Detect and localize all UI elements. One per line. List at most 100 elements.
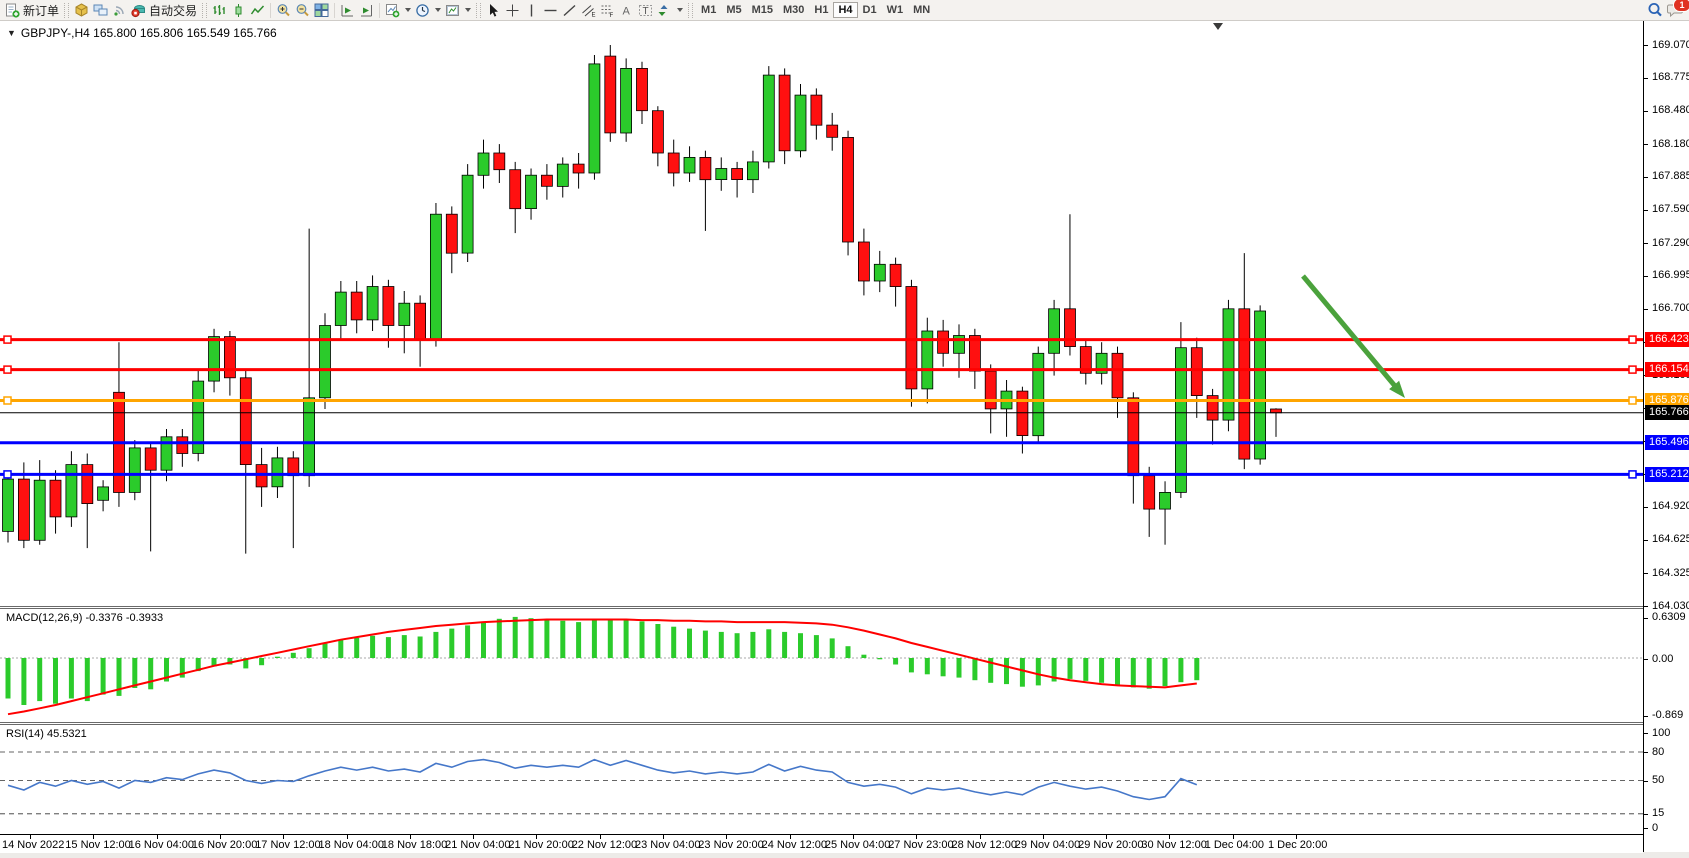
tf-button-h4[interactable]: H4: [833, 2, 858, 18]
toolbar-drag-handle[interactable]: [476, 2, 482, 18]
axis-tick-label: 80: [1652, 745, 1665, 758]
fibonacci-button[interactable]: F: [598, 1, 617, 20]
hline-166.154[interactable]: [0, 365, 1643, 374]
templates-button[interactable]: [443, 1, 473, 20]
time-axis[interactable]: 14 Nov 2022 15 Nov 12:00 16 Nov 04:00 16 No…: [0, 834, 1643, 853]
tf-button-d1[interactable]: D1: [862, 4, 877, 16]
macd-label: MACD(12,26,9) -0.3376 -0.3933: [6, 612, 164, 624]
vertical-line-button[interactable]: [522, 1, 541, 20]
chevron-down-icon: [677, 8, 684, 12]
macd-pane[interactable]: [0, 609, 1643, 722]
time-tick-label: 23 Nov 20:00: [698, 839, 764, 851]
time-tick-label: 14 Nov 2022: [2, 839, 65, 851]
price-badge-165.876: 165.876: [1645, 393, 1689, 408]
auto-scroll-button[interactable]: [357, 1, 376, 20]
trendline-button[interactable]: [560, 1, 579, 20]
axis-tick-label: 0.6309: [1652, 611, 1686, 624]
text-label-button[interactable]: T: [636, 1, 655, 20]
candlestick-chart-button[interactable]: [229, 1, 248, 20]
axis-tick-label: -0.869: [1652, 709, 1684, 722]
hline-166.423[interactable]: [0, 335, 1643, 344]
symbol-title: GBPJPY-,H4 165.800 165.806 165.549 165.7…: [20, 26, 277, 40]
zoom-in-icon: [277, 3, 290, 16]
price-axis[interactable]: 169.070 168.775 168.480 168.180 167.885 167.5…: [1643, 21, 1689, 852]
periods-button[interactable]: [413, 1, 443, 20]
auto-trading-button[interactable]: 自动交易: [129, 1, 199, 20]
price-badge-166.423: 166.423: [1645, 332, 1689, 348]
terminals-button[interactable]: [91, 1, 110, 20]
new-order-button[interactable]: 新订单: [3, 1, 61, 20]
bar-chart-button[interactable]: [210, 1, 229, 20]
tf-button-m1[interactable]: M1: [701, 4, 717, 16]
time-tick-label: 1 Dec 04:00: [1204, 839, 1265, 851]
symbol-label: ▼ GBPJPY-,H4 165.800 165.806 165.549 165…: [7, 26, 277, 40]
new-chart-icon: [386, 3, 400, 17]
time-tick-label: 22 Nov 12:00: [571, 839, 638, 851]
tf-button-mn[interactable]: MN: [913, 4, 931, 16]
hline-165.876[interactable]: [0, 396, 1643, 405]
tf-button-h1[interactable]: H1: [814, 4, 829, 16]
shift-marker-icon[interactable]: [1213, 23, 1223, 30]
zoom-in-button[interactable]: [274, 1, 293, 20]
text-label-icon: T: [639, 4, 653, 17]
time-tick-label: 17 Nov 12:00: [255, 839, 321, 851]
time-tick-label: 21 Nov 20:00: [508, 839, 574, 851]
chart-shift-button[interactable]: [338, 1, 357, 20]
chart-shift-icon: [341, 4, 354, 16]
deposit-button[interactable]: [72, 1, 91, 20]
crosshair-button[interactable]: [503, 1, 522, 20]
price-badge-165.496: 165.496: [1645, 435, 1689, 451]
zoom-out-button[interactable]: [293, 1, 312, 20]
time-tick-label: 15 Nov 12:00: [65, 839, 131, 851]
svg-text:E: E: [592, 12, 596, 18]
equidistant-channel-button[interactable]: E: [579, 1, 598, 20]
text-button[interactable]: A: [617, 1, 636, 20]
tf-button-m15[interactable]: M15: [751, 4, 773, 16]
chart-menu-icon[interactable]: ▼: [7, 28, 16, 38]
toolbar-drag-handle[interactable]: [64, 2, 70, 18]
rsi-pane[interactable]: [0, 725, 1643, 834]
toolbar-drag-handle[interactable]: [202, 2, 208, 18]
search-button[interactable]: [1645, 1, 1665, 20]
cursor-button[interactable]: [484, 1, 503, 20]
auto-trading-label: 自动交易: [149, 3, 198, 18]
axis-tick-label: 164.625: [1652, 533, 1689, 546]
axis-tick-label: 164.325: [1652, 566, 1689, 579]
signals-button[interactable]: [110, 1, 129, 20]
arrows-button[interactable]: [655, 1, 685, 20]
time-tick-label: 16 Nov 20:00: [191, 839, 258, 851]
pane-splitter[interactable]: [0, 606, 1689, 609]
tile-windows-button[interactable]: [312, 1, 331, 20]
toolbar-drag-handle[interactable]: [688, 2, 694, 18]
time-tick-label: 18 Nov 18:00: [381, 839, 448, 851]
candles-layer: [2, 45, 1282, 554]
trend-arrow[interactable]: [1301, 274, 1405, 398]
line-chart-button[interactable]: [248, 1, 267, 20]
time-tick-label: 30 Nov 12:00: [1141, 839, 1207, 851]
tf-button-m5[interactable]: M5: [726, 4, 742, 16]
time-tick-label: 23 Nov 04:00: [635, 839, 701, 851]
horizontal-line-button[interactable]: [541, 1, 560, 20]
tf-button-m30[interactable]: M30: [783, 4, 805, 16]
time-tick-label: 27 Nov 23:00: [888, 839, 954, 851]
pane-splitter[interactable]: [0, 722, 1689, 725]
axis-tick-label: 168.180: [1652, 137, 1689, 150]
time-tick-label: 16 Nov 04:00: [128, 839, 195, 851]
crosshair-icon: [506, 4, 519, 16]
hline-165.212[interactable]: [0, 470, 1643, 479]
tf-button-w1[interactable]: W1: [886, 4, 904, 16]
axis-tick-label: 168.480: [1652, 104, 1689, 117]
notification-badge: 1: [1674, 0, 1689, 11]
main-toolbar: 新订单 自动交易: [0, 0, 1689, 21]
price-chart-pane[interactable]: [0, 21, 1643, 606]
axis-tick-label: 167.590: [1652, 203, 1689, 216]
notifications-button[interactable]: 1: [1665, 0, 1689, 20]
rsi-label: RSI(14) 45.5321: [6, 728, 87, 740]
price-badge-166.154: 166.154: [1645, 362, 1689, 378]
time-tick-label: 29 Nov 20:00: [1078, 839, 1144, 851]
chevron-down-icon: [465, 8, 472, 12]
template-icon: [446, 4, 460, 16]
new-chart-button[interactable]: [383, 1, 413, 20]
bar-chart-icon: [213, 4, 225, 15]
clock-icon: [416, 3, 429, 17]
